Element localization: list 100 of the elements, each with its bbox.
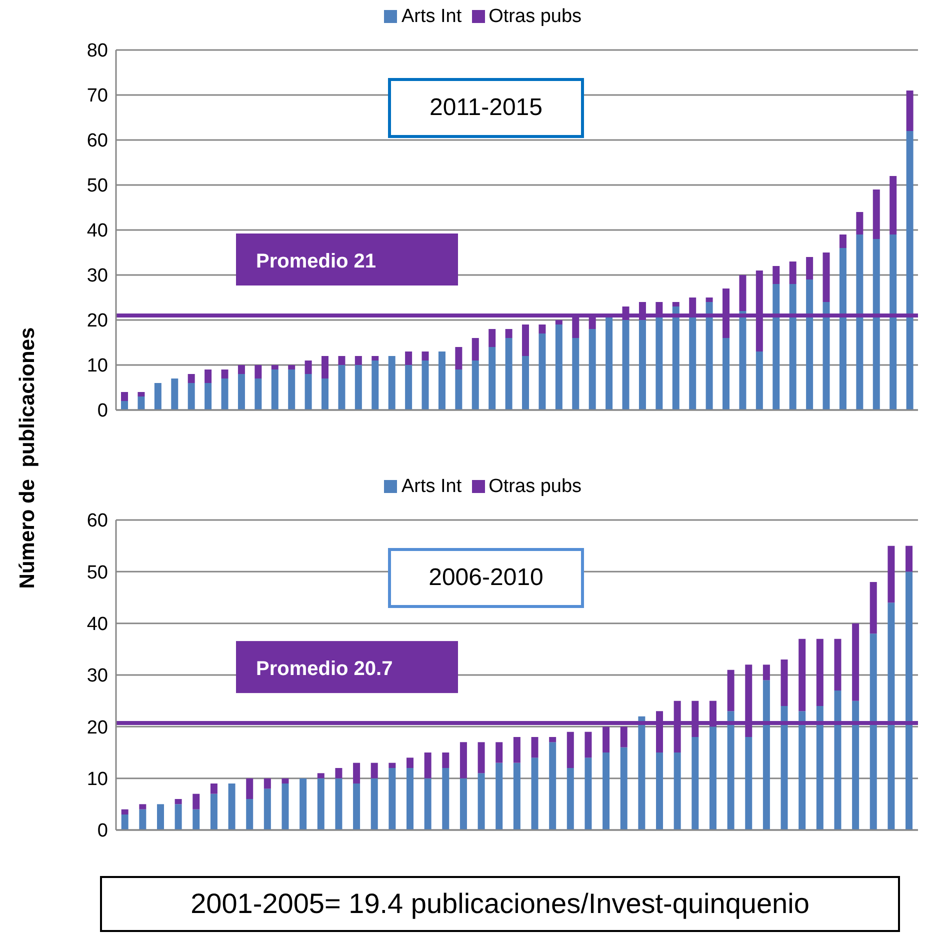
bar xyxy=(121,392,128,401)
bar xyxy=(656,316,663,410)
bar xyxy=(870,582,877,634)
y-tick-label: 0 xyxy=(97,400,108,422)
bar xyxy=(555,324,562,410)
bar xyxy=(338,365,346,410)
bar xyxy=(602,752,610,830)
bar xyxy=(822,302,830,410)
bar xyxy=(288,370,296,410)
bar xyxy=(620,747,628,830)
bar xyxy=(622,320,630,410)
bar xyxy=(264,778,271,789)
y-tick-label: 60 xyxy=(86,510,108,532)
bar xyxy=(780,706,788,830)
bar xyxy=(338,356,346,365)
bar xyxy=(606,316,613,410)
bar xyxy=(505,329,512,338)
bar xyxy=(739,311,746,410)
bar xyxy=(228,784,236,830)
bar xyxy=(192,794,200,810)
bar xyxy=(455,347,462,370)
bar xyxy=(300,778,307,830)
y-tick-label: 30 xyxy=(86,666,108,687)
bar xyxy=(424,778,432,830)
bar xyxy=(372,356,379,360)
y-tick-label: 10 xyxy=(86,769,108,790)
bar xyxy=(472,338,479,360)
bar xyxy=(188,383,195,410)
bar xyxy=(188,374,195,383)
bar xyxy=(531,758,538,830)
bar xyxy=(762,680,770,830)
legend-label: Arts Int xyxy=(401,7,462,27)
bar xyxy=(388,762,396,768)
bar xyxy=(455,370,462,410)
bar xyxy=(834,690,842,830)
bar xyxy=(638,320,646,410)
bar xyxy=(388,356,396,410)
y-tick-label: 60 xyxy=(86,130,108,152)
bar xyxy=(171,378,178,410)
bar xyxy=(672,306,680,410)
legend-label: Otras pubs xyxy=(488,476,582,497)
bar xyxy=(478,773,485,830)
bar xyxy=(496,762,503,830)
bar xyxy=(549,742,556,830)
bar xyxy=(856,234,864,410)
bar xyxy=(722,338,730,410)
bar xyxy=(354,356,362,365)
bar xyxy=(798,638,806,712)
label-box: Promedio 21 xyxy=(236,234,458,286)
ref-line-label: Promedio 20.7 xyxy=(256,658,393,680)
y-tick-label: 30 xyxy=(86,266,108,287)
bar xyxy=(727,670,734,712)
bar xyxy=(538,334,546,410)
bar xyxy=(806,257,814,280)
bar xyxy=(488,329,496,347)
bar xyxy=(372,360,379,410)
bar xyxy=(353,762,360,784)
bar xyxy=(488,347,496,410)
y-tick-label: 70 xyxy=(86,86,108,107)
bar xyxy=(572,338,580,410)
bar xyxy=(238,365,245,374)
bar xyxy=(121,809,128,814)
bar xyxy=(906,90,914,131)
bar xyxy=(405,365,412,410)
title-box: 2006-2010 xyxy=(388,548,584,608)
bar xyxy=(422,352,429,360)
bar xyxy=(816,638,824,706)
bar xyxy=(388,768,396,830)
y-tick-label: 40 xyxy=(86,220,108,242)
bar xyxy=(496,742,503,763)
bar xyxy=(282,784,289,830)
bar xyxy=(282,778,289,784)
bar xyxy=(288,365,296,370)
bar xyxy=(139,809,146,830)
bar xyxy=(872,190,880,239)
bar xyxy=(584,758,592,830)
bar xyxy=(522,324,530,356)
y-tick-label: 20 xyxy=(86,717,108,738)
bar xyxy=(271,365,278,370)
bar xyxy=(888,602,895,830)
label-box: Promedio 20.7 xyxy=(236,641,458,694)
bar xyxy=(906,131,914,410)
bar xyxy=(513,737,520,763)
bar xyxy=(709,726,716,830)
bar xyxy=(566,732,574,768)
bar xyxy=(588,329,596,410)
bar xyxy=(156,804,164,830)
bar xyxy=(798,711,806,830)
bar xyxy=(906,572,913,830)
bar xyxy=(672,302,680,306)
bar xyxy=(221,370,228,378)
bar xyxy=(739,275,746,311)
bar xyxy=(852,700,860,830)
bar xyxy=(422,360,429,410)
bar xyxy=(354,365,362,410)
bar xyxy=(656,752,664,830)
bar xyxy=(424,752,432,778)
bar xyxy=(772,266,780,284)
bar xyxy=(780,660,788,706)
bar xyxy=(689,316,696,410)
